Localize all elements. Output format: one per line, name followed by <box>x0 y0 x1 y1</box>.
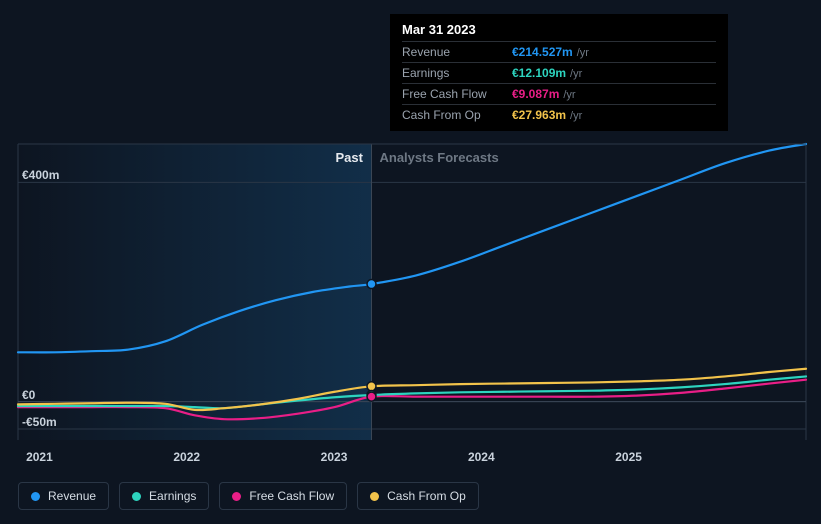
legend-item-label: Cash From Op <box>387 489 466 503</box>
tooltip-row-label: Free Cash Flow <box>402 87 512 101</box>
legend: Revenue Earnings Free Cash Flow Cash Fro… <box>18 482 479 510</box>
legend-item-label: Free Cash Flow <box>249 489 334 503</box>
x-axis-label: 2022 <box>173 450 200 464</box>
x-axis-label: 2023 <box>321 450 348 464</box>
x-axis-label: 2021 <box>26 450 53 464</box>
tooltip-row-unit: /yr <box>570 110 582 122</box>
legend-dot-icon <box>232 492 241 501</box>
past-region-label: Past <box>335 150 362 165</box>
legend-dot-icon <box>31 492 40 501</box>
legend-item-free-cash-flow[interactable]: Free Cash Flow <box>219 482 347 510</box>
chart-tooltip: Mar 31 2023 Revenue €214.527m /yr Earnin… <box>390 14 728 131</box>
legend-item-revenue[interactable]: Revenue <box>18 482 109 510</box>
tooltip-row-label: Revenue <box>402 45 512 59</box>
legend-item-cash-from-op[interactable]: Cash From Op <box>357 482 479 510</box>
tooltip-row-unit: /yr <box>563 89 575 101</box>
legend-item-label: Revenue <box>48 489 96 503</box>
tooltip-row: Cash From Op €27.963m /yr <box>402 104 716 125</box>
financial-line-chart: -€50m €0 €400m 2021 2022 2023 2024 2025 … <box>0 0 821 524</box>
legend-dot-icon <box>132 492 141 501</box>
tooltip-row-label: Cash From Op <box>402 108 512 122</box>
x-axis-label: 2025 <box>615 450 642 464</box>
legend-dot-icon <box>370 492 379 501</box>
tooltip-row: Revenue €214.527m /yr <box>402 41 716 62</box>
legend-item-earnings[interactable]: Earnings <box>119 482 209 510</box>
tooltip-row: Earnings €12.109m /yr <box>402 62 716 83</box>
tooltip-row-label: Earnings <box>402 66 512 80</box>
tooltip-row-unit: /yr <box>570 68 582 80</box>
tooltip-row-value: €9.087m <box>512 87 559 101</box>
y-axis-label: €0 <box>22 388 35 402</box>
x-axis-label: 2024 <box>468 450 495 464</box>
tooltip-row-value: €27.963m <box>512 108 566 122</box>
tooltip-row-value: €214.527m <box>512 45 573 59</box>
y-axis-label: €400m <box>22 168 59 182</box>
tooltip-date: Mar 31 2023 <box>402 22 716 41</box>
tooltip-row: Free Cash Flow €9.087m /yr <box>402 83 716 104</box>
tooltip-row-unit: /yr <box>577 47 589 59</box>
legend-item-label: Earnings <box>149 489 196 503</box>
forecast-region-label: Analysts Forecasts <box>379 150 498 165</box>
tooltip-row-value: €12.109m <box>512 66 566 80</box>
y-axis-label: -€50m <box>22 415 57 429</box>
